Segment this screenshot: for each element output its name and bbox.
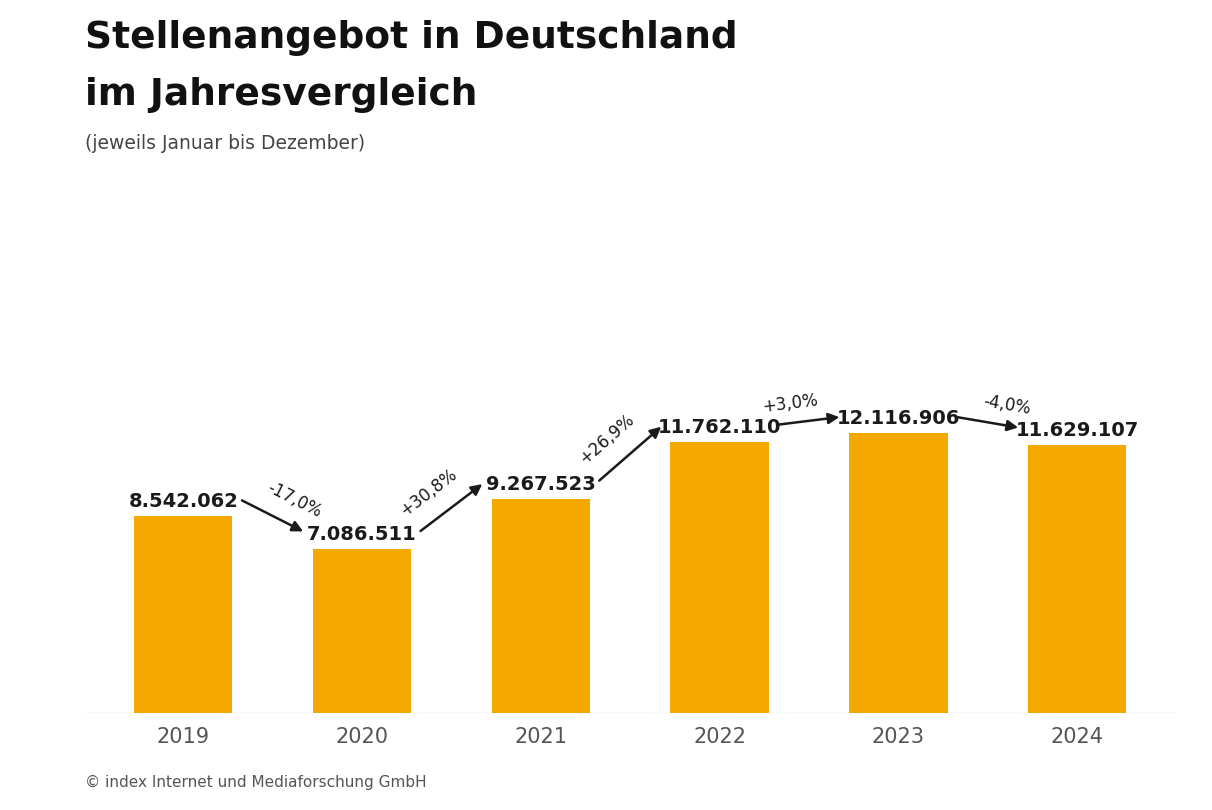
Bar bbox=[135, 516, 233, 713]
Text: +26,9%: +26,9% bbox=[576, 410, 638, 467]
Text: (jeweils Januar bis Dezember): (jeweils Januar bis Dezember) bbox=[85, 134, 365, 152]
Text: 12.116.906: 12.116.906 bbox=[836, 410, 960, 428]
Text: -17,0%: -17,0% bbox=[264, 478, 325, 521]
Text: im Jahresvergleich: im Jahresvergleich bbox=[85, 77, 478, 113]
Text: 7.086.511: 7.086.511 bbox=[307, 526, 417, 544]
Bar bbox=[1028, 445, 1126, 713]
Text: © index Internet und Mediaforschung GmbH: © index Internet und Mediaforschung GmbH bbox=[85, 774, 427, 790]
Bar bbox=[670, 441, 768, 713]
Text: +3,0%: +3,0% bbox=[761, 391, 819, 416]
Text: 9.267.523: 9.267.523 bbox=[486, 475, 596, 494]
Text: 8.542.062: 8.542.062 bbox=[128, 492, 238, 511]
Text: +30,8%: +30,8% bbox=[396, 465, 461, 519]
Bar bbox=[492, 499, 590, 713]
Text: 11.629.107: 11.629.107 bbox=[1016, 420, 1139, 440]
Text: -4,0%: -4,0% bbox=[982, 392, 1033, 418]
Bar bbox=[850, 433, 948, 713]
Text: Stellenangebot in Deutschland: Stellenangebot in Deutschland bbox=[85, 20, 737, 56]
Bar bbox=[313, 549, 411, 713]
Text: 11.762.110: 11.762.110 bbox=[658, 418, 782, 437]
